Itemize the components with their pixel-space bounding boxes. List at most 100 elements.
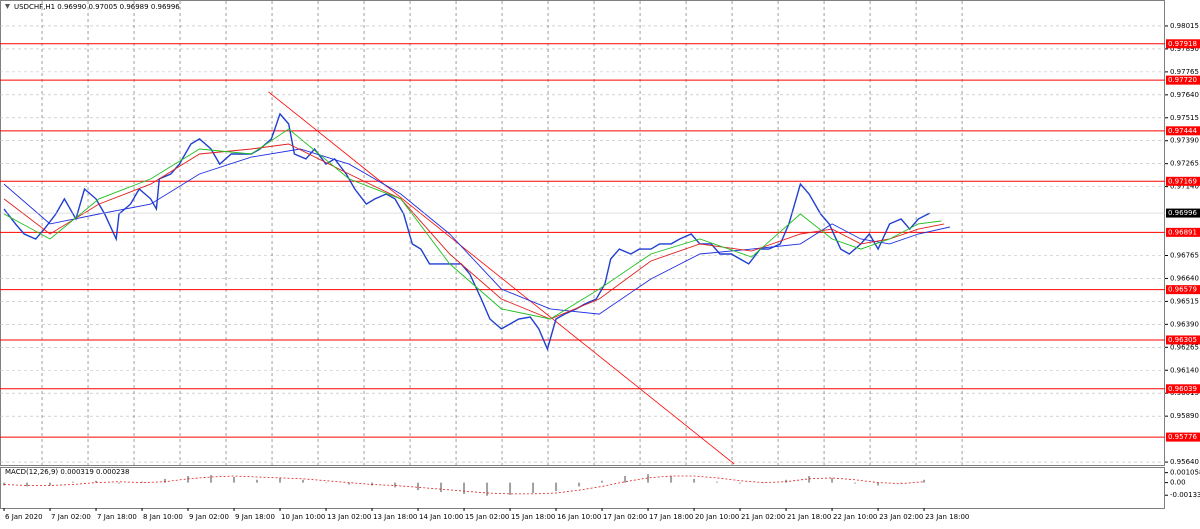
macd-bar [233, 476, 236, 483]
x-tick-label: 14 Jan 10:00 [419, 513, 463, 521]
price-panel [0, 0, 1165, 466]
macd-bar [555, 482, 558, 492]
y-tick-label: 0.97390 [1170, 137, 1199, 145]
x-tick-label: 21 Jan 02:00 [741, 513, 785, 521]
level-tag [1166, 75, 1200, 85]
macd-bar [394, 482, 397, 488]
x-tick-label: 8 Jan 10:00 [143, 513, 183, 521]
macd-bar [302, 479, 305, 483]
level-tag [1166, 432, 1200, 442]
macd-bar [923, 479, 926, 483]
current-price-tag [1166, 208, 1200, 218]
y-tick-label: 0.00 [1170, 479, 1186, 487]
level-label: 0.96891 [1168, 228, 1197, 236]
level-label: 0.97169 [1168, 177, 1197, 185]
symbol-label: USDCHF,H1 0.96990 0.97005 0.96989 0.9699… [14, 3, 180, 11]
signal-line [3, 475, 925, 495]
level-label: 0.96579 [1168, 286, 1197, 294]
macd-bar [831, 477, 834, 483]
macd-bar [463, 482, 466, 494]
macd-bar [348, 482, 351, 485]
moving-average [3, 143, 945, 320]
level-tag [1166, 39, 1200, 49]
macd-bar [49, 482, 52, 486]
macd-bar [578, 482, 581, 487]
trendline [268, 91, 735, 465]
level-tag [1166, 384, 1200, 394]
y-tick-label: 0.97140 [1170, 183, 1199, 191]
macd-bar [601, 480, 604, 483]
y-tick-label: 0.97890 [1170, 45, 1199, 53]
macd-bar [164, 478, 167, 483]
macd-bar [647, 474, 650, 483]
macd-label: MACD(12,26,9) 0.000319 0.000238 [5, 468, 129, 476]
x-tick-label: 21 Jan 18:00 [787, 513, 831, 521]
level-label: 0.95776 [1168, 433, 1197, 441]
level-label: 0.96305 [1168, 336, 1197, 344]
dropdown-icon [5, 4, 10, 9]
macd-bar [325, 482, 328, 484]
macd-bar [26, 482, 29, 487]
x-tick-label: 9 Jan 02:00 [189, 513, 229, 521]
macd-bar [279, 477, 282, 483]
level-label: 0.97444 [1168, 127, 1197, 135]
macd-bar [624, 476, 627, 483]
level-tag [1166, 285, 1200, 295]
macd-bar [716, 481, 719, 483]
macd-bar [141, 481, 144, 483]
current-price-label: 0.96996 [1168, 209, 1197, 217]
macd-bar [509, 482, 512, 495]
x-tick-label: 15 Jan 02:00 [465, 513, 509, 521]
x-tick-label: 13 Jan 18:00 [373, 513, 417, 521]
y-tick-label: 0.97640 [1170, 91, 1199, 99]
y-tick-label: 0.001058 [1170, 469, 1200, 477]
x-tick-label: 7 Jan 18:00 [97, 513, 137, 521]
macd-bar [486, 482, 489, 496]
x-tick-label: 16 Jan 10:00 [557, 513, 601, 521]
macd-bar [210, 475, 213, 483]
macd-bar [440, 482, 443, 493]
x-tick-label: 9 Jan 18:00 [235, 513, 275, 521]
x-tick-label: 10 Jan 10:00 [281, 513, 325, 521]
level-label: 0.97720 [1168, 76, 1197, 84]
level-tag [1166, 335, 1200, 345]
macd-bar [118, 482, 121, 484]
macd-bar [3, 482, 6, 486]
macd-bar [95, 480, 98, 483]
x-tick-label: 7 Jan 02:00 [51, 513, 91, 521]
x-tick-label: 6 Jan 2020 [5, 513, 43, 521]
macd-bar [670, 476, 673, 483]
x-tick-label: 20 Jan 10:00 [695, 513, 739, 521]
y-tick-label: 0.98015 [1170, 22, 1199, 30]
macd-bar [877, 482, 880, 486]
moving-average [3, 148, 950, 315]
x-tick-label: 22 Jan 10:00 [833, 513, 877, 521]
y-tick-label: -0.001336 [1170, 491, 1200, 499]
x-tick-label: 23 Jan 18:00 [925, 513, 969, 521]
macd-bar [72, 481, 75, 483]
moving-average [3, 128, 942, 320]
level-label: 0.96039 [1168, 385, 1197, 393]
macd-panel [0, 467, 1165, 509]
macd-bar [187, 476, 190, 483]
y-tick-label: 0.96390 [1170, 320, 1199, 328]
y-tick-label: 0.97265 [1170, 160, 1199, 168]
x-tick-label: 17 Jan 18:00 [649, 513, 693, 521]
x-tick-label: 17 Jan 02:00 [603, 513, 647, 521]
macd-bar [532, 482, 535, 493]
macd-bar [256, 479, 259, 483]
y-tick-label: 0.95890 [1170, 412, 1199, 420]
x-tick-label: 15 Jan 18:00 [511, 513, 555, 521]
x-tick-label: 23 Jan 02:00 [879, 513, 923, 521]
x-tick-label: 13 Jan 02:00 [327, 513, 371, 521]
y-tick-label: 0.96765 [1170, 251, 1199, 259]
macd-bar [854, 482, 857, 484]
y-tick-label: 0.96140 [1170, 366, 1199, 374]
y-tick-label: 0.96640 [1170, 274, 1199, 282]
macd-bar [808, 476, 811, 483]
y-tick-label: 0.96265 [1170, 343, 1199, 351]
y-tick-label: 0.97765 [1170, 68, 1199, 76]
level-tag [1166, 176, 1200, 186]
